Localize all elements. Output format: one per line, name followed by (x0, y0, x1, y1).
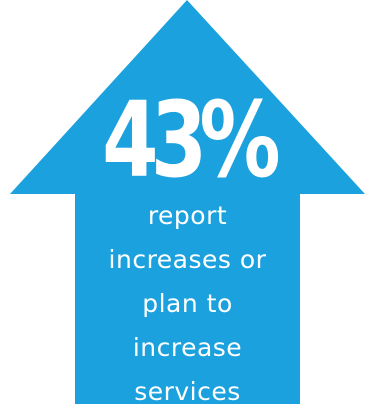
caption-line: plan to (142, 289, 233, 318)
stat-caption: report increases or plan to increase ser… (0, 194, 375, 414)
stat-percentage: 43% (102, 79, 281, 201)
infographic: 43% report increases or plan to increase… (10, 0, 365, 406)
caption-line: increases or (108, 245, 267, 274)
caption-line: increase (132, 333, 243, 362)
caption-line: services (134, 377, 241, 406)
caption-line: report (147, 201, 228, 230)
up-arrow-icon (10, 0, 365, 404)
